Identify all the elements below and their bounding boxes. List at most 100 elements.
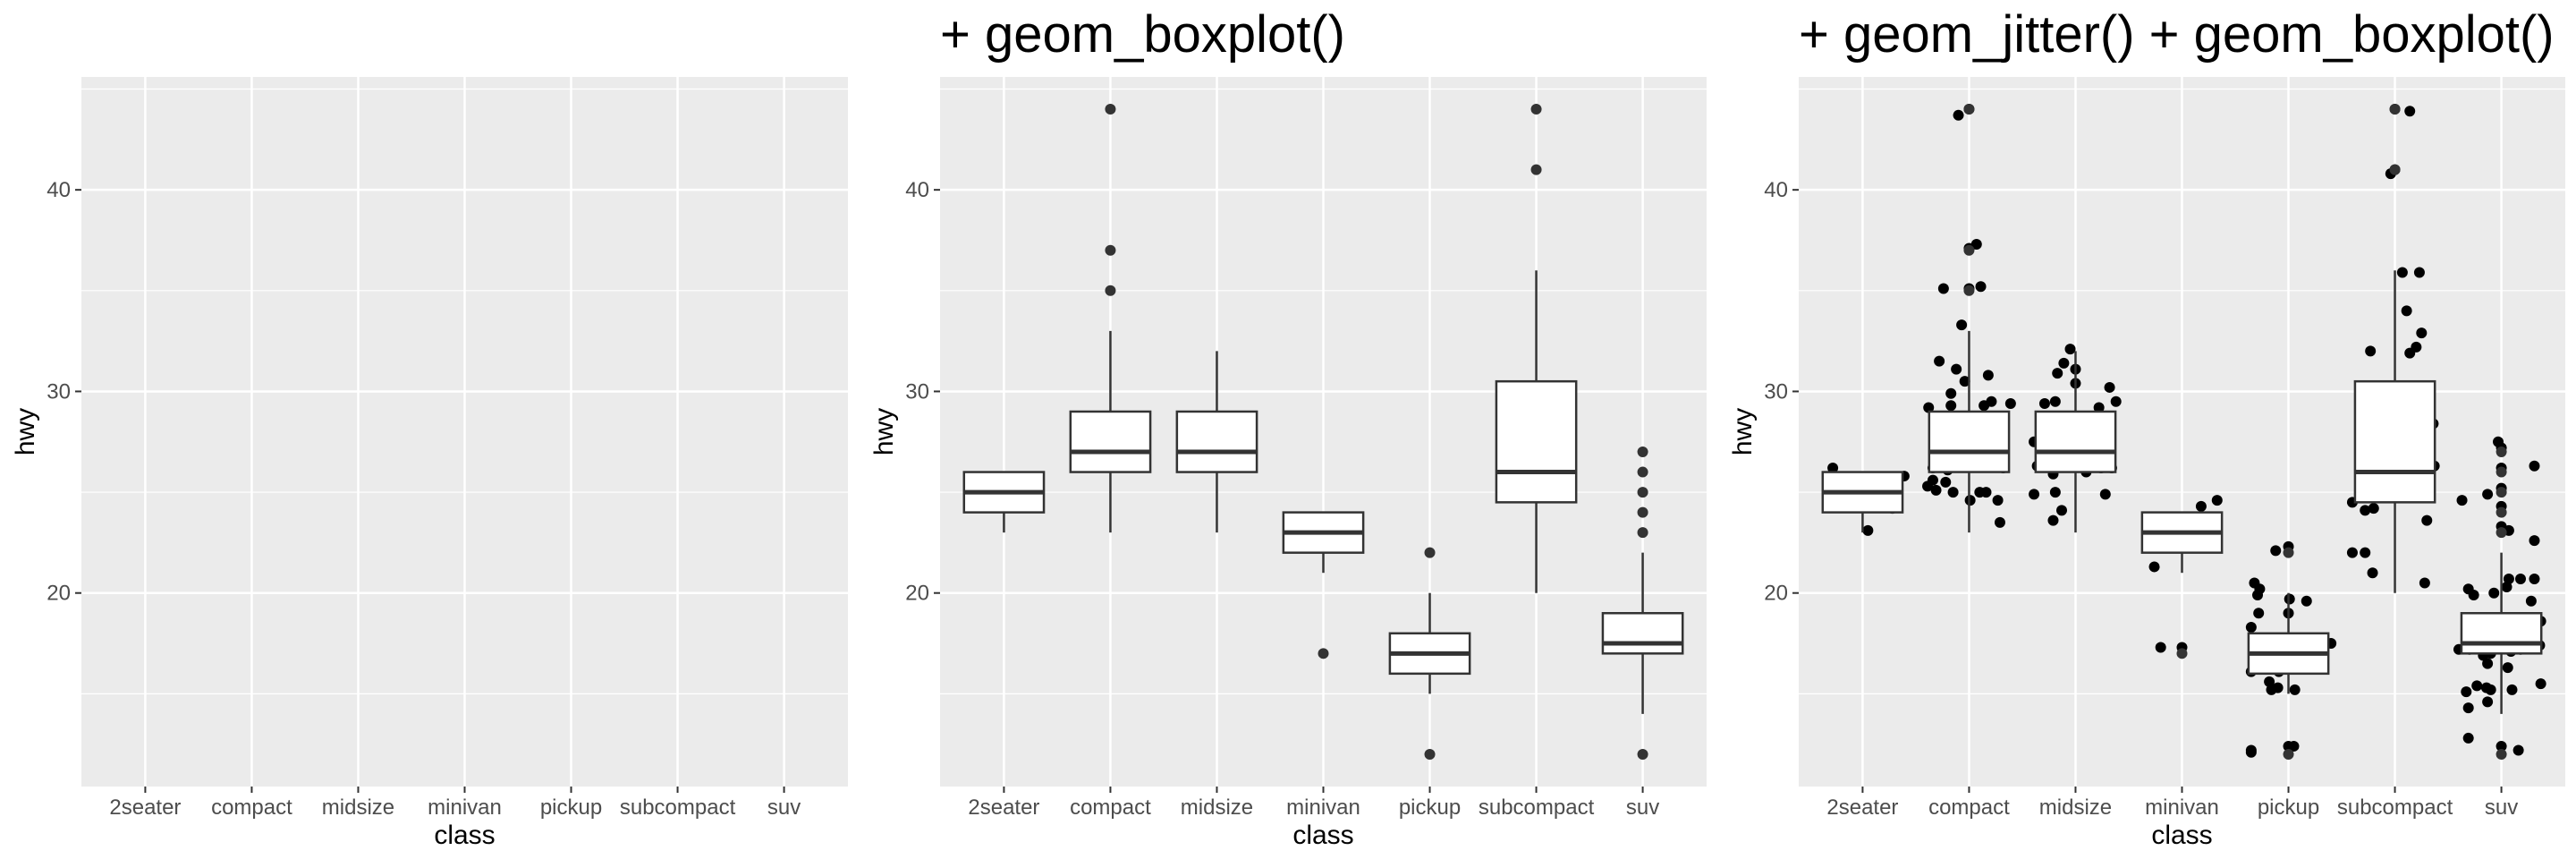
jitter-point	[1953, 109, 1964, 121]
jitter-point	[2245, 622, 2257, 634]
panel-3: 20 30 40 2seater compact midsize minivan pickup…	[1728, 5, 2565, 850]
jitter-point	[2360, 505, 2371, 516]
x-tick-label-midsize: midsize	[1181, 795, 1253, 820]
box-pickup	[1388, 547, 1471, 760]
jitter-point	[2525, 595, 2537, 607]
jitter-point	[2529, 573, 2540, 584]
jitter-point	[2346, 547, 2358, 558]
outlier-point	[1318, 648, 1329, 659]
jitter-point	[2058, 357, 2070, 369]
box-2seater	[962, 471, 1046, 533]
jitter-point	[1951, 363, 1962, 375]
box-iqr	[1069, 410, 1152, 473]
jitter-point	[2535, 678, 2546, 690]
jitter-point	[1937, 283, 1949, 294]
x-axis-title: class	[2151, 821, 2212, 850]
jitter-point	[2396, 267, 2408, 278]
y-tick-label: 40	[47, 178, 71, 202]
jitter-point	[2301, 595, 2312, 607]
jitter-point	[2501, 581, 2512, 592]
jitter-point	[1934, 355, 1945, 367]
jitter-point	[1945, 387, 1957, 399]
jitter-point	[2253, 608, 2265, 619]
jitter-point	[2461, 686, 2472, 698]
jitter-point	[2052, 368, 2063, 379]
jitter-point	[2462, 732, 2474, 744]
outlier-point	[1105, 285, 1116, 296]
box-2seater	[1821, 471, 1904, 533]
x-tick-label-pickup: pickup	[1399, 795, 1461, 820]
jitter-point	[1959, 376, 1970, 387]
box-compact	[1928, 104, 2011, 533]
outlier-point	[1637, 527, 1648, 539]
jitter-point	[2401, 305, 2412, 317]
jitter-point	[2099, 489, 2111, 500]
outlier-point	[1424, 547, 1436, 558]
jitter-point	[2419, 577, 2430, 589]
box-suv	[2460, 447, 2543, 760]
jitter-point	[1930, 484, 1942, 496]
box-iqr	[2034, 410, 2117, 473]
box-compact	[1069, 104, 1152, 533]
jitter-point	[2365, 345, 2377, 357]
jitter-point	[2252, 589, 2264, 600]
y-tick-label: 30	[47, 379, 71, 404]
jitter-point	[2270, 545, 2282, 557]
x-tick-label-subcompact: subcompact	[1479, 795, 1595, 820]
x-axis-title: class	[1292, 821, 1353, 850]
jitter-point	[1827, 463, 1839, 474]
jitter-point	[2529, 460, 2540, 472]
box-minivan	[1282, 511, 1365, 659]
jitter-point	[2421, 515, 2433, 526]
panel-1: 20 30 40 2seater compact midsize minivan pickup…	[11, 77, 848, 850]
outlier-point	[2283, 547, 2294, 558]
jitter-point	[2496, 740, 2507, 752]
jitter-point	[1992, 495, 2004, 506]
outlier-point	[2496, 527, 2507, 539]
jitter-point	[1986, 395, 1997, 407]
y-tick-label: 40	[1764, 178, 1788, 202]
jitter-point	[2047, 515, 2059, 526]
outlier-point	[1105, 104, 1116, 115]
y-tick-label: 40	[905, 178, 929, 202]
y-tick-label: 30	[905, 379, 929, 404]
outlier-point	[1963, 285, 1975, 296]
jitter-point	[2055, 505, 2067, 516]
box-pickup	[2247, 547, 2330, 760]
jitter-point	[2038, 397, 2050, 409]
outlier-point	[2176, 648, 2188, 659]
box-midsize	[2034, 351, 2117, 533]
box-iqr	[2353, 379, 2436, 504]
jitter-point	[1927, 474, 1938, 486]
x-tick-label-subcompact: subcompact	[620, 795, 736, 820]
outlier-point	[1530, 164, 1542, 175]
outlier-point	[2389, 104, 2401, 115]
jitter-point	[1980, 487, 1992, 498]
x-tick-label-suv: suv	[1626, 795, 1659, 820]
jitter-point	[2512, 744, 2524, 756]
jitter-point	[2360, 547, 2371, 558]
jitter-point	[2155, 642, 2166, 653]
x-tick-label-subcompact: subcompact	[2337, 795, 2453, 820]
jitter-point	[2468, 589, 2479, 600]
jitter-point	[2049, 395, 2061, 407]
outlier-point	[2283, 748, 2294, 760]
jitter-point	[2480, 682, 2492, 693]
jitter-point	[2004, 397, 2016, 409]
jitter-point	[2049, 487, 2061, 498]
outlier-point	[2389, 164, 2401, 175]
x-tick-label-minivan: minivan	[2145, 795, 2219, 820]
jitter-point	[2211, 495, 2223, 506]
jitter-point	[1945, 400, 1957, 412]
jitter-point	[2264, 676, 2275, 687]
jitter-point	[1982, 370, 1994, 381]
jitter-point	[2471, 680, 2483, 692]
jitter-point	[2288, 740, 2300, 752]
outlier-point	[1963, 244, 1975, 256]
outlier-point	[1637, 487, 1648, 498]
jitter-point	[1940, 476, 1952, 488]
jitter-point	[2462, 702, 2474, 714]
box-iqr	[2460, 612, 2543, 655]
jitter-point	[2456, 495, 2468, 506]
